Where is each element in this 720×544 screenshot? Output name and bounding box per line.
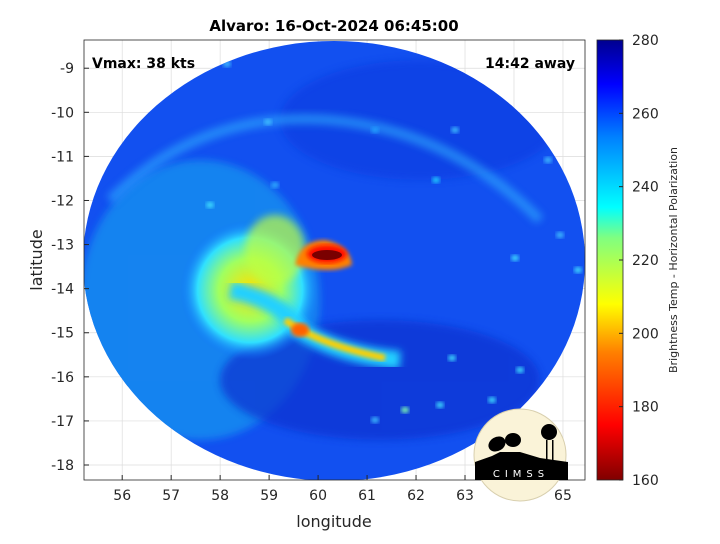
convective-speck xyxy=(264,119,272,125)
x-tick-label: 63 xyxy=(456,488,474,504)
colorbar-tick-label: 260 xyxy=(632,106,659,122)
logo-text: CIMSS xyxy=(493,469,549,480)
convective-cell xyxy=(291,323,309,337)
convective-speck xyxy=(516,367,524,373)
vmax-annotation: Vmax: 38 kts xyxy=(92,56,195,72)
colorbar-tick-label: 240 xyxy=(632,180,659,196)
convective-speck xyxy=(371,127,379,133)
convective-speck xyxy=(206,202,214,208)
convective-speck xyxy=(448,355,456,361)
x-tick-label: 57 xyxy=(162,488,180,504)
convective-speck xyxy=(432,177,440,183)
x-tick-label: 62 xyxy=(407,488,425,504)
convective-speck xyxy=(488,397,496,403)
outer-band xyxy=(106,114,544,224)
y-tick-label: -10 xyxy=(51,105,74,121)
x-tick-label: 65 xyxy=(554,488,572,504)
south-field xyxy=(220,320,540,440)
y-tick-label: -16 xyxy=(51,370,74,386)
southern-band-core xyxy=(282,317,386,362)
y-axis-label: latitude xyxy=(27,229,46,290)
north-field xyxy=(280,60,560,180)
x-axis-label: longitude xyxy=(296,512,371,531)
y-tick-label: -9 xyxy=(60,61,74,77)
chart-title: Alvaro: 16-Oct-2024 06:45:00 xyxy=(209,17,458,35)
swath xyxy=(84,41,585,480)
colorbar-tick-label: 200 xyxy=(632,326,659,342)
colorbar-tick-label: 180 xyxy=(632,400,659,416)
convective-speck xyxy=(574,267,582,273)
x-tick-label: 59 xyxy=(260,488,278,504)
convective-speck xyxy=(271,182,279,188)
colorbar-tick-label: 220 xyxy=(632,253,659,269)
time-away-annotation: 14:42 away xyxy=(485,56,575,72)
colorbar-tick-label: 160 xyxy=(632,473,659,489)
y-tick-label: -15 xyxy=(51,326,74,342)
convective-speck xyxy=(511,255,519,261)
convective-speck xyxy=(436,402,444,408)
cold-core xyxy=(312,250,342,260)
rainband-core xyxy=(245,215,305,285)
convective-speck xyxy=(451,127,459,133)
colorbar-tick-label: 280 xyxy=(632,33,659,49)
x-tick-label: 56 xyxy=(113,488,131,504)
cimss-logo: CIMSS xyxy=(473,408,568,502)
y-tick-label: -13 xyxy=(51,238,74,254)
convective-speck xyxy=(544,157,552,163)
convective-speck xyxy=(401,407,409,413)
x-tick-label: 61 xyxy=(358,488,376,504)
y-tick-label: -17 xyxy=(51,414,74,430)
x-tick-label: 58 xyxy=(211,488,229,504)
colorbar-label: Brightness Temp - Horizontal Polarizatio… xyxy=(667,147,680,373)
y-tick-label: -18 xyxy=(51,458,74,474)
y-tick-label: -14 xyxy=(51,282,74,298)
x-tick-label: 60 xyxy=(309,488,327,504)
plot-frame xyxy=(83,39,586,481)
convective-speck xyxy=(371,417,379,423)
y-tick-label: -11 xyxy=(51,149,74,165)
convective-speck xyxy=(556,232,564,238)
y-tick-label: -12 xyxy=(51,193,74,209)
